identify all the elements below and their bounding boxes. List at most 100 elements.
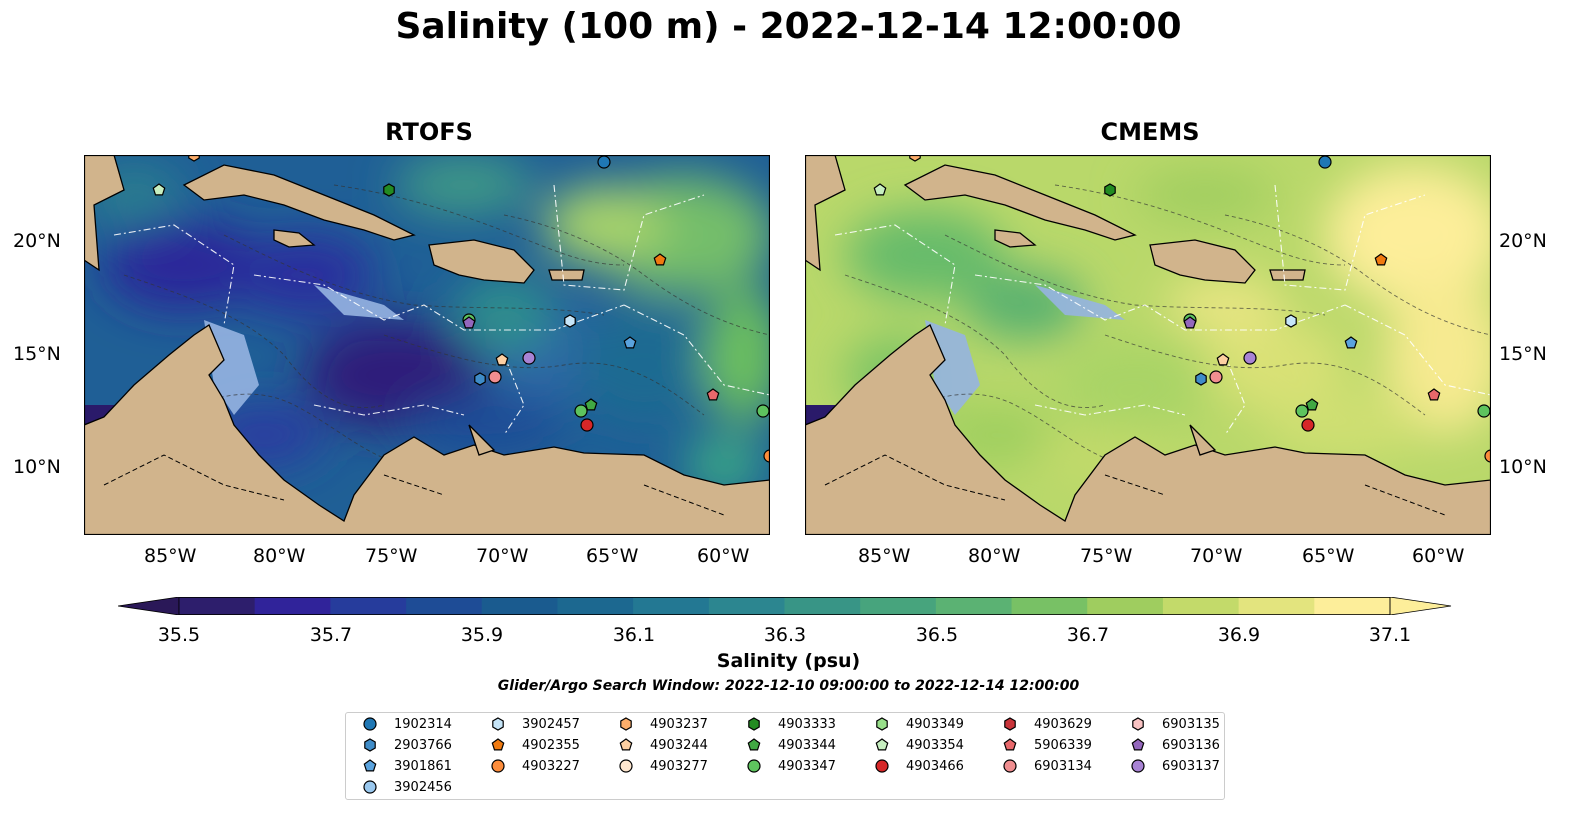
legend-marker	[876, 717, 888, 731]
salinity-patch	[1055, 340, 1215, 430]
land-mass	[1189, 424, 1217, 456]
colorbar-tick-label: 36.7	[1066, 624, 1110, 646]
legend-item: 4903349	[872, 715, 964, 733]
eez-boundary	[1224, 354, 1246, 436]
float-marker	[152, 183, 166, 196]
colorbar-bin	[935, 597, 1013, 615]
x-tick-label: 60°W	[1412, 545, 1465, 567]
land-mass	[994, 229, 1037, 248]
legend-item: 4902355	[488, 736, 580, 754]
legend-item-label: 4902355	[522, 737, 580, 753]
legend-item-label: 6903137	[1162, 758, 1220, 774]
salinity-patch	[1385, 275, 1491, 435]
legend-item: 4903347	[744, 757, 836, 775]
x-tick-label: 65°W	[1302, 545, 1355, 567]
float-marker	[1295, 404, 1309, 418]
land-mass	[548, 269, 585, 281]
colorbar-tick-label: 36.5	[915, 624, 959, 646]
float-marker	[574, 404, 588, 418]
land-mass	[1269, 269, 1306, 281]
land-mass	[273, 229, 316, 248]
colorbar-extend-low	[118, 597, 180, 615]
x-tick-label: 80°W	[968, 545, 1021, 567]
x-tick-label: 70°W	[1190, 545, 1243, 567]
colorbar-tick-label: 37.1	[1368, 624, 1412, 646]
float-marker	[1301, 418, 1315, 432]
colorbar-bin	[1162, 597, 1240, 615]
circle-marker-icon	[619, 759, 633, 773]
legend-item: 4903333	[744, 715, 836, 733]
legend-marker	[363, 780, 377, 794]
eez-boundary	[253, 274, 625, 331]
float-marker	[597, 155, 611, 169]
legend-marker	[1131, 738, 1145, 751]
hexagon-marker-icon	[1132, 717, 1144, 731]
legend-marker	[491, 759, 505, 773]
isobath-contour	[1224, 214, 1491, 336]
colorbar-label: Salinity (psu)	[716, 650, 861, 672]
legend-item-label: 3902456	[394, 779, 452, 795]
legend-item-label: 4903354	[906, 737, 964, 753]
isobath-contour	[383, 334, 705, 416]
legend-marker	[363, 759, 377, 772]
float-marker	[1305, 398, 1319, 411]
land-mass	[468, 424, 496, 456]
float-marker	[1104, 183, 1116, 197]
float-marker	[1195, 372, 1207, 386]
pentagon-marker-icon	[1003, 738, 1017, 751]
country-border	[103, 454, 725, 516]
float-marker	[1183, 316, 1197, 329]
float-marker	[580, 418, 594, 432]
float-marker	[1216, 353, 1230, 366]
colorbar-bin	[1087, 597, 1164, 615]
legend-marker	[1131, 759, 1145, 773]
continental-shelf	[314, 285, 404, 320]
colorbar-bin	[406, 597, 483, 615]
legend-item-label: 3901861	[394, 758, 452, 774]
x-tick-label: 60°W	[697, 545, 750, 567]
float-marker	[1344, 336, 1358, 349]
circle-marker-icon	[747, 759, 761, 773]
y-tick-label: 15°N	[1499, 343, 1547, 365]
land-mass	[1149, 239, 1256, 284]
eez-boundary	[1274, 184, 1426, 291]
land-mass	[84, 155, 125, 272]
legend-item: 4903466	[872, 757, 964, 775]
legend-item-label: 2903766	[394, 737, 452, 753]
land-mass	[805, 155, 846, 272]
circle-marker-icon	[363, 780, 377, 794]
salinity-patch	[704, 285, 770, 425]
salinity-patch	[104, 220, 264, 310]
colorbar-tick-label: 36.9	[1217, 624, 1261, 646]
colorbar-bin	[557, 597, 634, 615]
map-frame	[84, 155, 770, 535]
legend-item: 4903344	[744, 736, 836, 754]
hexagon-marker-icon	[492, 717, 504, 731]
legend-marker	[619, 759, 633, 773]
eez-boundary	[553, 184, 705, 291]
float-marker	[1427, 388, 1441, 401]
eez-boundary	[313, 404, 465, 416]
legend-marker	[619, 738, 633, 751]
legend-item: 3902457	[488, 715, 580, 733]
x-tick-label: 65°W	[586, 545, 639, 567]
y-tick-label: 20°N	[13, 230, 61, 252]
legend-item: 2903766	[360, 736, 452, 754]
land-mass	[182, 164, 416, 241]
legend-marker	[491, 738, 505, 751]
pentagon-marker-icon	[491, 738, 505, 751]
float-marker	[584, 398, 598, 411]
x-tick-label: 80°W	[253, 545, 306, 567]
x-tick-label: 85°W	[858, 545, 911, 567]
cmems-panel-title: CMEMS	[1100, 118, 1200, 146]
float-marker	[873, 183, 887, 196]
hexagon-marker-icon	[364, 738, 376, 752]
float-marker	[1318, 155, 1332, 169]
legend-item: 1902314	[360, 715, 452, 733]
float-marker	[1374, 253, 1388, 266]
eez-boundary	[834, 224, 956, 326]
eez-boundary	[1344, 304, 1491, 396]
float-marker	[623, 336, 637, 349]
legend-item-label: 4903344	[778, 737, 836, 753]
circle-marker-icon	[491, 759, 505, 773]
